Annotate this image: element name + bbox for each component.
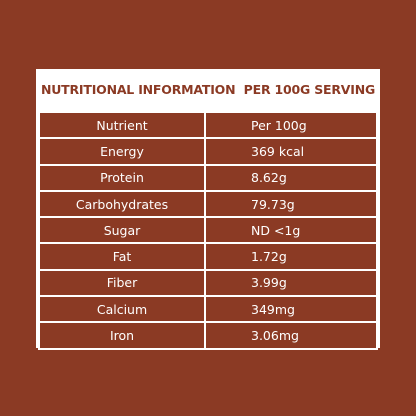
nutrient-name: Sugar — [38, 216, 206, 245]
nutrient-name: Protein — [38, 163, 206, 192]
nutrient-amount: 349mg — [204, 295, 378, 324]
nutrient-name: Calcium — [38, 295, 206, 324]
table-row: Calcium 349mg — [38, 295, 378, 324]
table-row: Sugar ND <1g — [38, 216, 378, 245]
nutrient-name: Fat — [38, 242, 206, 271]
nutrient-amount: 3.06mg — [204, 321, 378, 350]
nutrient-name: Fiber — [38, 268, 206, 298]
nutrient-name: Carbohydrates — [38, 189, 206, 219]
nutrient-name: Iron — [38, 321, 206, 350]
table-row: Iron 3.06mg — [38, 321, 378, 350]
table-row: Protein 8.62g — [38, 163, 378, 192]
nutrient-amount: 79.73g — [204, 189, 378, 219]
table-body: Nutrient Per 100g Energy 369 kcal Protein 8… — [38, 110, 378, 350]
nutrition-card: NUTRITIONAL INFORMATION PER 100G SERVING… — [36, 69, 380, 350]
header-row: Nutrient Per 100g — [38, 110, 378, 140]
table-row: Carbohydrates 79.73g — [38, 189, 378, 219]
title: NUTRITIONAL INFORMATION PER 100G SERVING — [40, 82, 376, 97]
nutrient-amount: 8.62g — [204, 163, 378, 192]
nutrient-name: Energy — [38, 137, 206, 166]
column-header: Nutrient — [38, 110, 206, 140]
table-row: Energy 369 kcal — [38, 137, 378, 166]
nutrient-amount: 1.72g — [204, 242, 378, 271]
nutrition-table: Nutrient Per 100g Energy 369 kcal Protein 8… — [38, 110, 378, 350]
table-row: Fiber 3.99g — [38, 268, 378, 298]
nutrient-amount: ND <1g — [204, 216, 378, 245]
nutrient-amount: 369 kcal — [204, 137, 378, 166]
column-header: Per 100g — [204, 110, 378, 140]
nutrient-amount: 3.99g — [204, 268, 378, 298]
table-row: Fat 1.72g — [38, 242, 378, 271]
